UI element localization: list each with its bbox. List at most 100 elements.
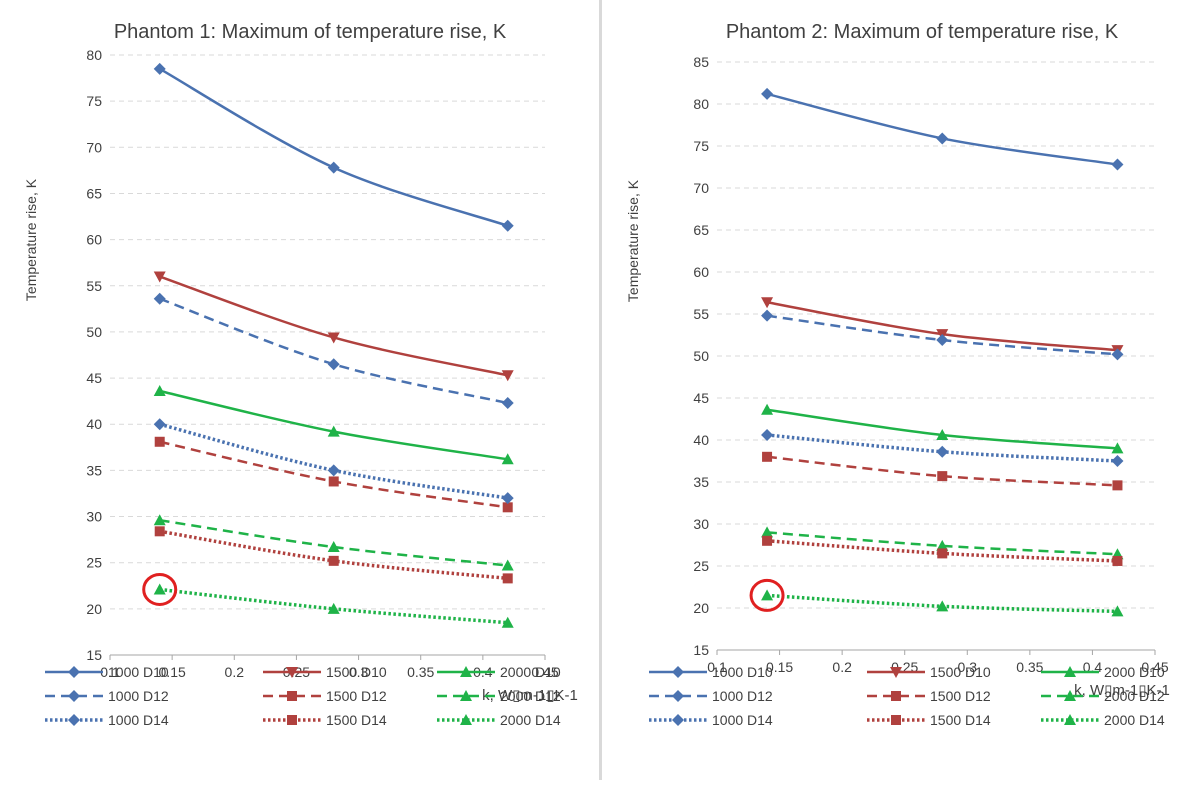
legend-marker [460,690,472,701]
data-point [153,292,166,305]
y-tick-label: 65 [693,222,709,238]
data-point [1111,348,1124,361]
data-point [501,453,514,465]
data-point [154,436,165,447]
legend-label: 1000 D14 [712,712,773,728]
legend-label: 1000 D10 [712,664,773,680]
y-tick-label: 70 [86,139,102,155]
y-tick-label: 80 [86,47,102,63]
data-point [153,385,166,396]
data-point [762,451,773,462]
legend-marker [1064,666,1076,677]
data-point [501,559,514,571]
y-tick-label: 25 [86,555,102,571]
y-tick-label: 45 [693,390,709,406]
legend-label: 2000 D14 [500,712,561,728]
y-tick-label: 50 [693,348,709,364]
y-tick-label: 45 [86,370,102,386]
y-tick-label: 40 [693,432,709,448]
x-tick-label: 0.1 [707,659,727,675]
data-point [153,514,166,526]
legend-marker [672,666,684,678]
x-tick-label: 0.45 [1141,659,1168,675]
legend-marker [460,714,472,725]
data-point [501,370,514,382]
data-point [936,334,949,347]
data-point [1111,455,1124,467]
y-tick-label: 60 [86,232,102,248]
highlight-circle [749,578,785,612]
data-point [327,464,340,477]
legend-label: 2000 D14 [1104,712,1165,728]
legend-marker [891,715,901,725]
legend-marker [286,667,298,678]
chart-phantom-1: Phantom 1: Maximum of temperature rise, … [23,21,578,728]
legend-label: 1500 D10 [326,664,387,680]
data-point [1111,442,1124,454]
y-axis-label: Temperature rise, K [23,178,39,301]
legend-label: 1500 D10 [930,664,991,680]
legend-label: 2000 D12 [1104,688,1165,704]
data-point [761,428,774,441]
legend-label: 1000 D12 [712,688,773,704]
y-tick-label: 85 [693,54,709,70]
y-tick-label: 75 [693,138,709,154]
data-point [937,548,948,559]
y-axis-label: Temperature rise, K [625,179,641,302]
x-tick-label: 0.3 [349,664,369,680]
legend-marker [287,691,297,701]
data-point [1111,605,1124,617]
series-line [766,531,1118,556]
data-point [1112,555,1123,566]
legend-label: 2000 D12 [500,688,561,704]
data-point [153,418,166,431]
data-point [761,589,774,601]
y-tick-label: 35 [693,474,709,490]
y-tick-label: 25 [693,558,709,574]
legend-marker [891,691,901,701]
x-tick-label: 0.2 [832,659,852,675]
data-point [327,161,340,174]
y-tick-label: 20 [86,601,102,617]
x-tick-label: 0.15 [766,659,793,675]
data-point [936,428,949,440]
legend-label: 2000 D10 [500,664,561,680]
legend-label: 1500 D14 [326,712,387,728]
data-point [936,600,949,612]
data-point [153,62,166,75]
data-point [501,397,514,409]
legend-label: 1500 D12 [930,688,991,704]
chart-title: Phantom 1: Maximum of temperature rise, … [114,21,507,43]
y-tick-label: 35 [86,462,102,478]
legend-marker [68,666,80,678]
data-point [761,87,774,100]
y-tick-label: 15 [86,647,102,663]
x-tick-label: 0.3 [958,659,978,675]
data-point [501,616,514,628]
data-point [761,526,774,538]
data-point [762,535,773,546]
series-line [159,389,508,461]
data-point [936,445,949,458]
legend-label: 2000 D10 [1104,664,1165,680]
y-tick-label: 20 [693,600,709,616]
data-point [501,492,514,505]
data-point [761,297,774,309]
y-tick-label: 40 [86,416,102,432]
legend-label: 1000 D10 [108,664,169,680]
x-tick-label: 0.15 [159,664,186,680]
x-tick-label: 0.35 [407,664,434,680]
series-line [159,529,508,581]
legend-marker [287,715,297,725]
legend-marker [460,666,472,677]
data-point [328,555,339,566]
legend-marker [68,690,80,702]
legend-label: 1500 D12 [326,688,387,704]
legend-marker [68,714,80,726]
legend-marker [1064,690,1076,701]
data-point [327,602,340,614]
data-point [327,332,340,344]
y-tick-label: 65 [86,185,102,201]
chart-phantom-2: Phantom 2: Maximum of temperature rise, … [625,21,1170,728]
y-tick-label: 55 [86,278,102,294]
